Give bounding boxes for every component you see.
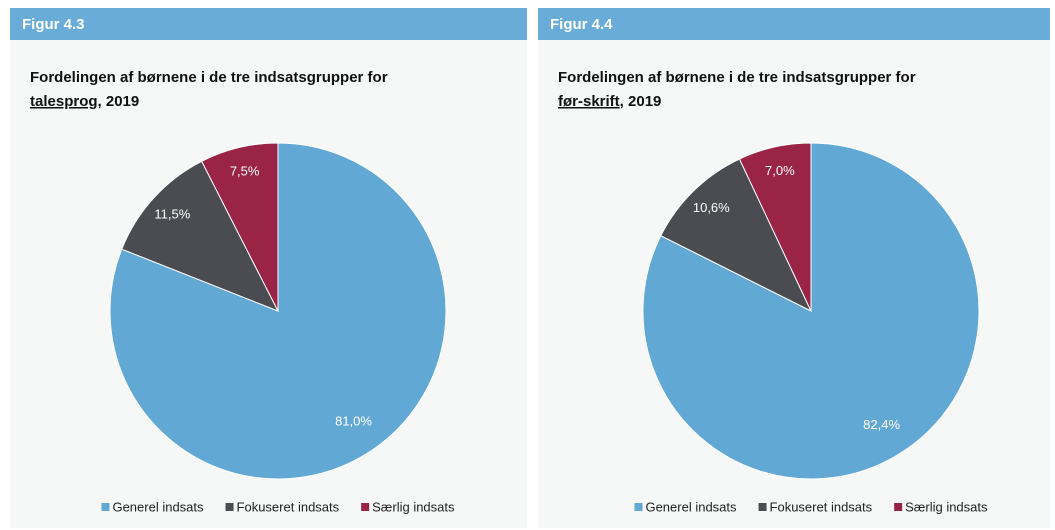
legend-label: Fokuseret indsats <box>237 499 340 514</box>
pie-slice <box>660 158 813 313</box>
title-suffix: , 2019 <box>620 93 662 110</box>
legend-label: Særlig indsats <box>905 499 988 514</box>
figure-label: Figur 4.4 <box>550 16 613 33</box>
legend-swatch <box>225 503 234 511</box>
panel-header <box>538 8 1050 40</box>
chart-title: talesprog, 2019 <box>30 93 139 110</box>
legend-swatch <box>758 503 767 511</box>
legend-swatch <box>101 503 110 511</box>
legend: Generel indsats Fokuseret indsats Særlig i… <box>634 499 988 514</box>
title-emphasis: talesprog <box>30 93 98 110</box>
chart-title: før-skrift, 2019 <box>558 93 661 110</box>
panel: Figur 4.4 Fordelingen af børnene i de tre… <box>538 8 1050 528</box>
pie-slice <box>201 142 279 312</box>
legend-label: Generel indsats <box>645 499 737 514</box>
data-label: 82,4% <box>863 417 900 432</box>
chart-title: Fordelingen af børnene i de tre indsatsg… <box>558 69 916 86</box>
chart-title: Fordelingen af børnene i de tre indsatsg… <box>30 69 388 86</box>
pie-slice <box>738 142 812 312</box>
legend-label: Særlig indsats <box>372 499 455 514</box>
pie-slice <box>121 160 280 312</box>
data-label: 81,0% <box>335 414 372 429</box>
data-label: 7,0% <box>765 163 795 178</box>
panel: Figur 4.3 Fordelingen af børnene i de tre… <box>10 8 527 528</box>
legend-label: Fokuseret indsats <box>770 499 873 514</box>
data-label: 11,5% <box>154 206 190 221</box>
panel-header <box>10 8 527 40</box>
figure-label: Figur 4.3 <box>22 16 85 33</box>
data-label: 10,6% <box>693 200 730 215</box>
data-label: 7,5% <box>230 164 260 179</box>
legend-label: Generel indsats <box>112 499 204 514</box>
pie-slice <box>109 142 447 480</box>
legend-swatch <box>634 503 643 511</box>
title-emphasis: før-skrift <box>558 93 620 110</box>
title-suffix: , 2019 <box>98 93 140 110</box>
legend-swatch <box>361 503 370 511</box>
legend-swatch <box>894 503 903 511</box>
legend: Generel indsats Fokuseret indsats Særlig i… <box>101 499 455 514</box>
